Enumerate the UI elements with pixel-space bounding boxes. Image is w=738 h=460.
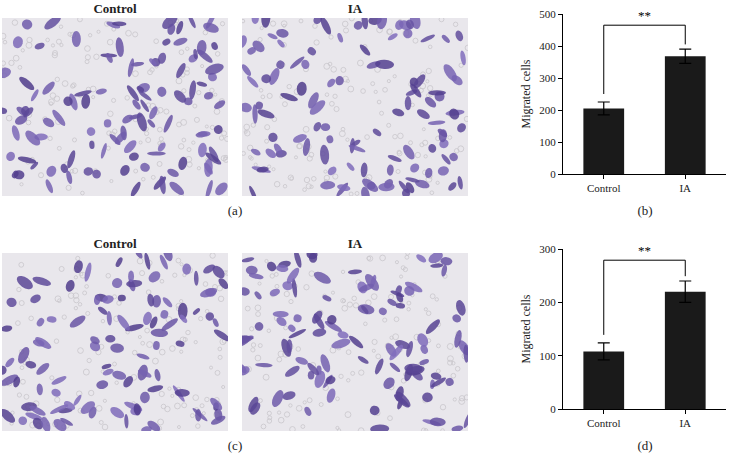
html-text:(b): (b) xyxy=(637,203,653,218)
svg-text:**: ** xyxy=(638,8,651,23)
svg-text:300: 300 xyxy=(539,72,556,84)
html-text:IA: IA xyxy=(347,236,363,251)
svg-text:0: 0 xyxy=(550,168,556,180)
svg-text:IA: IA xyxy=(679,417,691,429)
svg-text:Migrated cells: Migrated cells xyxy=(519,294,533,363)
svg-text:100: 100 xyxy=(539,136,556,148)
svg-text:400: 400 xyxy=(539,40,556,52)
html-text:(c): (c) xyxy=(227,438,243,453)
svg-text:**: ** xyxy=(638,243,651,258)
html-text:Control: Control xyxy=(93,236,137,251)
svg-text:200: 200 xyxy=(539,104,556,116)
svg-text:IA: IA xyxy=(679,182,691,194)
svg-text:Migrated cells: Migrated cells xyxy=(519,59,533,128)
svg-text:300: 300 xyxy=(539,243,556,255)
svg-text:Control: Control xyxy=(587,182,621,194)
svg-text:0: 0 xyxy=(550,403,556,415)
svg-text:100: 100 xyxy=(539,350,556,362)
html-text:Control: Control xyxy=(93,1,137,16)
svg-text:Control: Control xyxy=(587,417,621,429)
html-text:IA: IA xyxy=(347,1,363,16)
html-text:(d): (d) xyxy=(637,438,653,453)
html-text:(a): (a) xyxy=(227,203,243,218)
svg-text:200: 200 xyxy=(539,296,556,308)
svg-text:500: 500 xyxy=(539,8,556,20)
